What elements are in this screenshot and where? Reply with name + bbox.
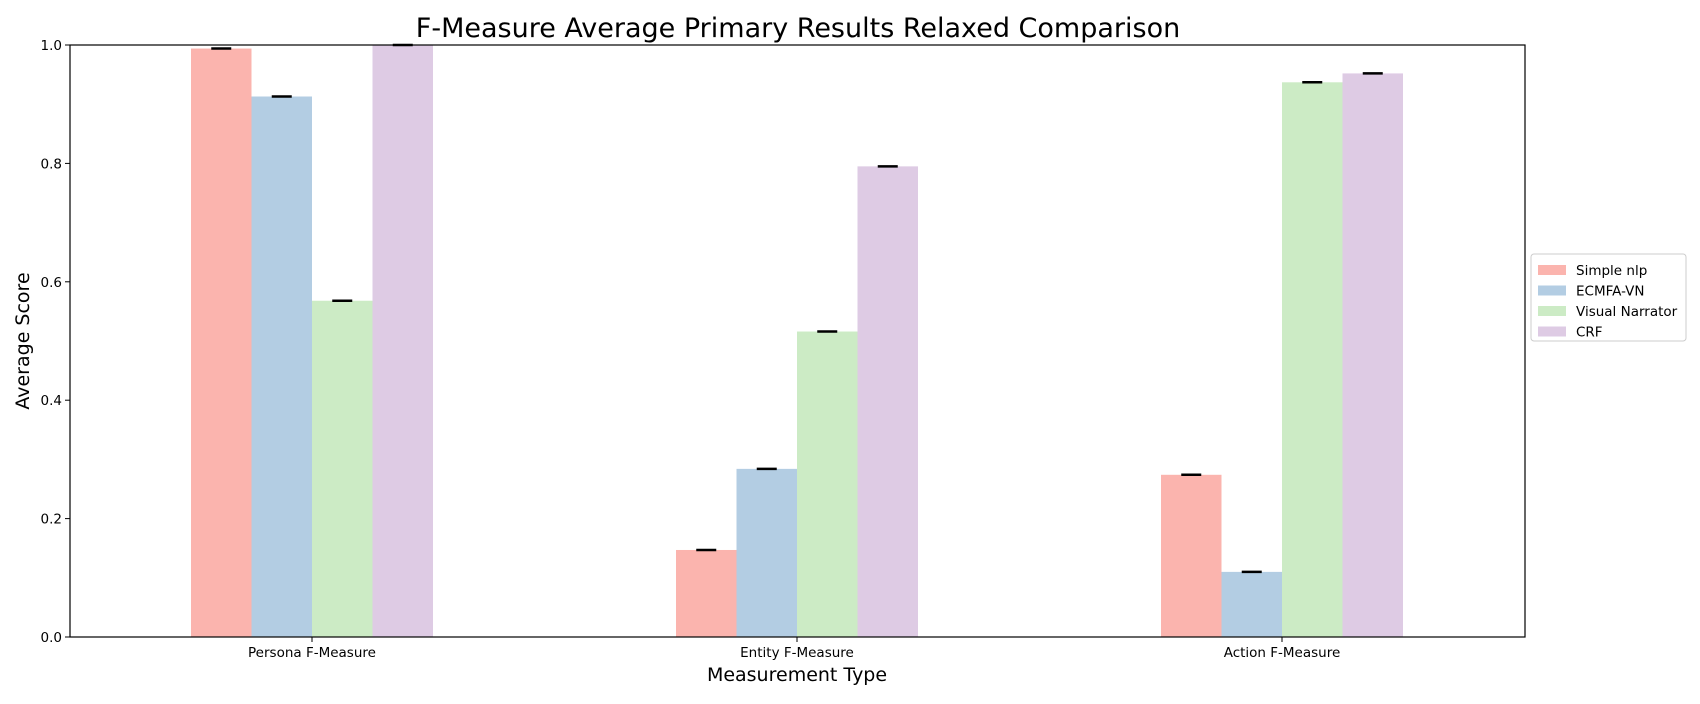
y-axis: 0.0 0.2 0.4 0.6 0.8 1.0: [41, 38, 70, 646]
bar: [191, 48, 252, 637]
x-tick-label: Action F-Measure: [1224, 645, 1341, 661]
y-tick-label: 0.4: [41, 393, 62, 409]
bars-layer: [191, 45, 1403, 638]
bar: [857, 166, 918, 638]
y-tick-label: 1.0: [41, 38, 62, 54]
x-axis: Persona F-Measure Entity F-Measure Action …: [248, 637, 1340, 661]
bar: [676, 549, 737, 637]
y-tick-label: 0.6: [41, 275, 62, 291]
legend-swatch: [1538, 265, 1566, 275]
bar: [1342, 73, 1403, 637]
legend-label: ECMFA-VN: [1576, 284, 1644, 300]
y-tick-label: 0.8: [41, 156, 62, 172]
legend-label: Simple nlp: [1576, 263, 1647, 279]
bar: [251, 96, 312, 637]
x-tick-label: Entity F-Measure: [740, 645, 854, 661]
y-tick-label: 0.0: [41, 630, 62, 646]
legend: Simple nlp ECMFA-VN Visual Narrator CRF: [1530, 253, 1687, 342]
x-tick-label: Persona F-Measure: [248, 645, 376, 661]
y-axis-label: Average Score: [12, 272, 34, 409]
chart-title: F-Measure Average Primary Results Relaxe…: [416, 13, 1180, 44]
legend-swatch: [1538, 306, 1566, 316]
legend-label: Visual Narrator: [1576, 304, 1678, 320]
bar: [372, 45, 433, 637]
bar: [736, 468, 797, 637]
legend-swatch: [1538, 326, 1566, 337]
bar: [797, 331, 858, 637]
bar: [1282, 82, 1343, 637]
x-axis-label: Measurement Type: [707, 664, 887, 686]
legend-swatch: [1538, 285, 1566, 296]
bar: [312, 300, 373, 637]
y-tick-label: 0.2: [41, 512, 62, 528]
bar: [1161, 474, 1222, 637]
error-bars-layer: [211, 43, 1383, 574]
bar: [1221, 571, 1282, 637]
legend-label: CRF: [1576, 325, 1603, 341]
legend-frame: [1530, 253, 1687, 342]
